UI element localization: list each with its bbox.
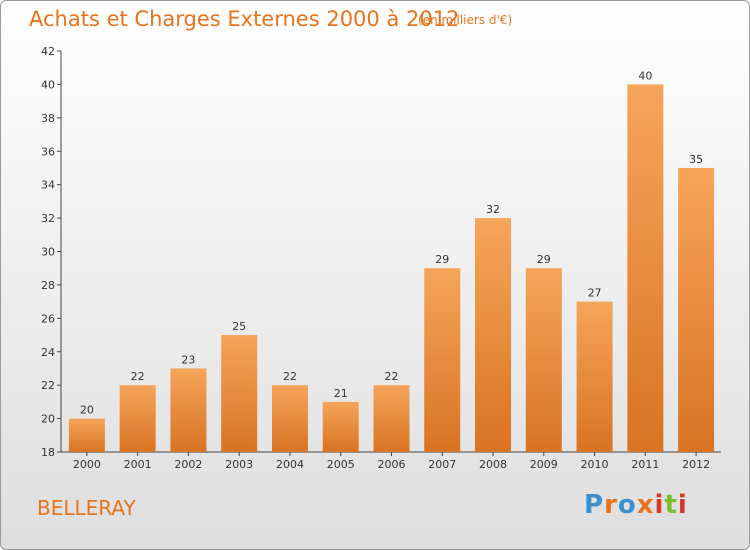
logo-letter: i xyxy=(677,490,688,520)
data-label: 29 xyxy=(435,253,449,266)
chart-title: Achats et Charges Externes 2000 à 2012 xyxy=(29,7,460,31)
x-tick-label: 2005 xyxy=(327,458,355,471)
bar xyxy=(119,385,156,452)
bar xyxy=(576,301,613,452)
x-tick-label: 2010 xyxy=(581,458,609,471)
data-label: 22 xyxy=(385,370,399,383)
bar xyxy=(170,368,207,452)
x-tick-label: 2012 xyxy=(682,458,710,471)
y-tick-label: 24 xyxy=(41,346,55,359)
chart-subtitle: (en milliers d'€) xyxy=(418,13,513,27)
logo-letter: o xyxy=(617,490,637,520)
data-label: 25 xyxy=(232,320,246,333)
data-label: 21 xyxy=(334,387,348,400)
bar xyxy=(627,84,664,453)
y-tick-label: 18 xyxy=(41,446,55,459)
bar xyxy=(68,418,105,452)
bar xyxy=(525,268,562,452)
data-label: 35 xyxy=(689,153,703,166)
logo-letter: x xyxy=(636,490,655,520)
data-label: 22 xyxy=(283,370,297,383)
data-label: 23 xyxy=(181,353,195,366)
proxiti-logo[interactable]: Proxiti xyxy=(584,490,688,520)
bar xyxy=(373,385,410,452)
y-tick-label: 20 xyxy=(41,413,55,426)
x-tick-label: 2002 xyxy=(174,458,202,471)
y-tick-label: 32 xyxy=(41,212,55,225)
data-label: 20 xyxy=(80,404,94,417)
x-tick-label: 2007 xyxy=(428,458,456,471)
x-tick-label: 2006 xyxy=(378,458,406,471)
logo-letter: i xyxy=(654,490,665,520)
x-tick-label: 2000 xyxy=(73,458,101,471)
logo-letter: r xyxy=(604,490,618,520)
x-tick-label: 2003 xyxy=(225,458,253,471)
x-tick-label: 2001 xyxy=(124,458,152,471)
bar xyxy=(424,268,461,452)
bar xyxy=(271,385,308,452)
bar xyxy=(678,167,715,453)
y-tick-label: 38 xyxy=(41,112,55,125)
x-tick-label: 2009 xyxy=(530,458,558,471)
bar xyxy=(221,335,258,452)
y-tick-label: 28 xyxy=(41,279,55,292)
data-label: 27 xyxy=(588,287,602,300)
x-tick-label: 2004 xyxy=(276,458,304,471)
logo-letter: P xyxy=(584,490,605,520)
y-tick-label: 30 xyxy=(41,246,55,259)
data-label: 40 xyxy=(638,69,652,82)
y-tick-label: 42 xyxy=(41,45,55,58)
y-tick-label: 40 xyxy=(41,78,55,91)
x-tick-label: 2008 xyxy=(479,458,507,471)
logo-letter: t xyxy=(664,490,678,520)
y-tick-label: 22 xyxy=(41,379,55,392)
bar xyxy=(475,218,512,452)
data-label: 29 xyxy=(537,253,551,266)
y-tick-label: 36 xyxy=(41,145,55,158)
y-tick-label: 34 xyxy=(41,179,55,192)
bar xyxy=(322,401,359,452)
place-name: BELLERAY xyxy=(37,496,136,520)
data-label: 22 xyxy=(131,370,145,383)
x-tick-label: 2011 xyxy=(631,458,659,471)
data-label: 32 xyxy=(486,203,500,216)
y-tick-label: 26 xyxy=(41,312,55,325)
